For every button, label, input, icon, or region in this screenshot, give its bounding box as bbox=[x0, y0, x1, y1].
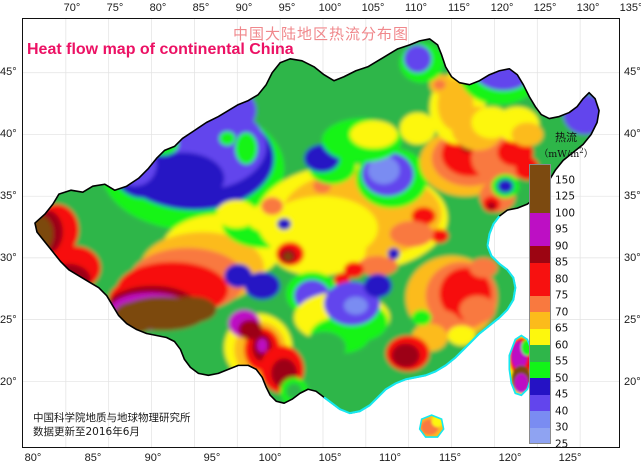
heat-flow-raster bbox=[23, 19, 619, 447]
map-plot-frame[interactable]: 中国大陆地区热流分布图 Heat flow map of continental… bbox=[22, 18, 620, 448]
legend-label-4: 90 bbox=[555, 240, 569, 252]
legend-label-8: 70 bbox=[555, 306, 569, 318]
legend-label-16: 25 bbox=[555, 438, 569, 448]
lat-tick-right-5: 20° bbox=[624, 376, 641, 388]
legend-swatch-75 bbox=[529, 279, 551, 296]
legend-swatch-column bbox=[529, 163, 551, 445]
legend-swatch-150 bbox=[529, 163, 551, 181]
legend-swatch-30 bbox=[529, 411, 551, 428]
legend-label-9: 65 bbox=[555, 322, 569, 335]
lon-tick-bot-7: 115° bbox=[439, 452, 461, 464]
legend-label-1: 125 bbox=[555, 190, 576, 203]
lon-tick-bot-1: 85° bbox=[84, 452, 102, 464]
legend-label-15: 30 bbox=[555, 421, 569, 434]
legend-swatch-95 bbox=[529, 213, 551, 230]
legend-swatch-25 bbox=[529, 427, 551, 445]
lon-tick-top-6: 100° bbox=[318, 2, 342, 14]
legend-swatch-125 bbox=[529, 180, 551, 197]
lon-tick-bot-8: 120° bbox=[498, 452, 522, 464]
lon-tick-bot-6: 110° bbox=[379, 452, 401, 464]
legend-label-7: 75 bbox=[555, 289, 569, 302]
legend-label-0: 150 bbox=[555, 174, 576, 186]
lon-tick-bot-5: 105° bbox=[318, 452, 342, 464]
legend-swatch-60 bbox=[529, 328, 551, 346]
lon-tick-top-9: 115° bbox=[448, 2, 470, 14]
legend-swatch-70 bbox=[529, 295, 551, 313]
lon-tick-top-12: 130° bbox=[576, 2, 600, 14]
legend-label-10: 60 bbox=[555, 339, 569, 351]
lat-tick-left-0: 45° bbox=[0, 66, 17, 78]
legend-label-column: 150 125 100 95 90 85 80 75 70 65 60 55 5… bbox=[555, 164, 599, 448]
lon-tick-bot-4: 100° bbox=[258, 452, 282, 464]
heat-flow-legend: 热流 （mW/m2） bbox=[525, 131, 607, 447]
legend-unit-prefix: （mW/m bbox=[538, 148, 580, 160]
lon-tick-bot-0: 80° bbox=[24, 452, 42, 464]
lat-tick-right-3: 30° bbox=[624, 252, 641, 264]
legend-unit-exponent: 2 bbox=[579, 146, 584, 155]
legend-label-13: 45 bbox=[555, 388, 569, 401]
legend-label-14: 40 bbox=[555, 405, 569, 417]
legend-swatch-90 bbox=[529, 229, 551, 247]
taiwan-outline bbox=[508, 334, 535, 397]
legend-swatch-80 bbox=[529, 262, 551, 280]
legend-label-3: 95 bbox=[555, 223, 569, 236]
legend-swatch-40 bbox=[529, 394, 551, 412]
lon-tick-top-1: 75° bbox=[106, 2, 124, 14]
legend-unit: （mW/m2） bbox=[525, 146, 607, 160]
lat-tick-right-1: 40° bbox=[624, 128, 641, 140]
lon-tick-top-7: 105° bbox=[361, 2, 385, 14]
legend-unit-suffix: ） bbox=[583, 148, 594, 160]
lon-tick-top-2: 80° bbox=[149, 2, 167, 14]
lon-tick-top-13: 135° bbox=[619, 2, 641, 14]
lon-tick-top-0: 70° bbox=[63, 2, 81, 14]
legend-title: 热流 bbox=[555, 131, 577, 144]
legend-swatch-55 bbox=[529, 345, 551, 362]
legend-label-6: 80 bbox=[555, 273, 569, 285]
lon-tick-top-4: 90° bbox=[235, 2, 253, 14]
legend-label-5: 85 bbox=[555, 256, 569, 269]
lat-tick-left-2: 35° bbox=[0, 190, 17, 202]
lat-tick-right-4: 25° bbox=[624, 314, 641, 326]
lat-tick-left-1: 40° bbox=[0, 128, 17, 140]
legend-swatch-50 bbox=[529, 361, 551, 379]
lon-tick-top-10: 120° bbox=[490, 2, 514, 14]
lat-tick-right-0: 45° bbox=[624, 66, 641, 78]
lon-tick-bot-9: 125° bbox=[558, 452, 582, 464]
credits-text: 中国科学院地质与地球物理研究所 数据更新至2016年6月 bbox=[33, 411, 191, 438]
lon-tick-top-11: 125° bbox=[533, 2, 557, 14]
hainan-outline bbox=[418, 414, 445, 438]
lat-tick-left-4: 25° bbox=[0, 314, 17, 326]
legend-swatch-45 bbox=[529, 378, 551, 395]
lon-tick-top-3: 85° bbox=[192, 2, 210, 14]
legend-swatch-65 bbox=[529, 312, 551, 329]
lat-tick-left-3: 30° bbox=[0, 252, 17, 264]
lon-tick-bot-2: 90° bbox=[144, 452, 162, 464]
lon-tick-top-8: 110° bbox=[405, 2, 427, 14]
legend-label-11: 55 bbox=[555, 355, 569, 368]
legend-swatch-85 bbox=[529, 246, 551, 263]
lon-tick-bot-3: 95° bbox=[203, 452, 221, 464]
lat-tick-right-2: 35° bbox=[624, 190, 641, 202]
legend-swatch-100 bbox=[529, 196, 551, 214]
legend-label-12: 50 bbox=[555, 372, 569, 384]
legend-label-2: 100 bbox=[555, 207, 576, 219]
lat-tick-left-5: 20° bbox=[0, 376, 17, 388]
lon-tick-top-5: 95° bbox=[278, 2, 296, 14]
